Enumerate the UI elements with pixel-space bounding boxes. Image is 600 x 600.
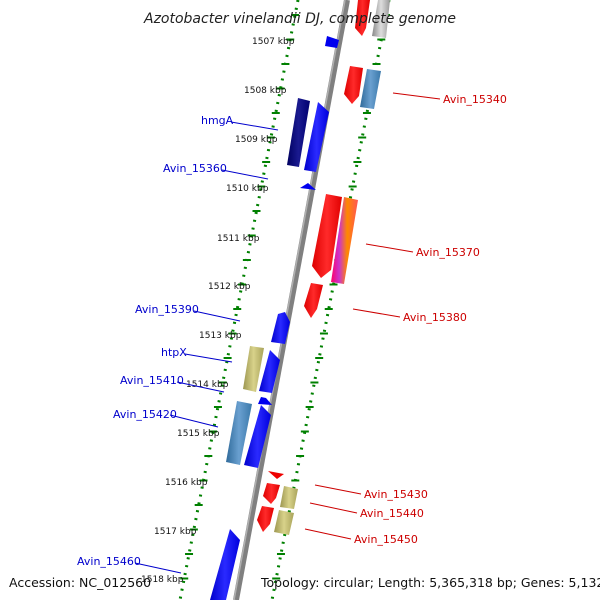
gene-label[interactable]: Avin_15340 <box>443 93 507 106</box>
gene-arrow-red-top[interactable] <box>355 0 370 36</box>
kbp-label: 1517 kbp <box>154 527 197 537</box>
left-gene-label-texts: hmgA Avin_15360 Avin_15390 htpX Avin_154… <box>77 114 234 568</box>
genome-axis <box>233 0 350 600</box>
gene-arrow-grey-top[interactable] <box>372 0 390 38</box>
kbp-label: 1507 kbp <box>252 37 295 47</box>
kbp-label: 1514 kbp <box>186 380 229 390</box>
gene-label[interactable]: Avin_15430 <box>364 488 428 501</box>
gene-arrow-multicolor[interactable] <box>331 197 358 284</box>
kbp-label: 1516 kbp <box>165 478 208 488</box>
gene-arrow-navy[interactable] <box>287 98 310 167</box>
map-title: Azotobacter vinelandii DJ, complete geno… <box>143 11 456 27</box>
leader-line <box>221 169 269 180</box>
gene-label[interactable]: Avin_15380 <box>403 311 467 324</box>
gene-label[interactable]: hmgA <box>201 114 234 127</box>
gene-arrow-avin15450[interactable] <box>274 510 294 535</box>
gene-label[interactable]: Avin_15390 <box>135 303 199 316</box>
gene-arrow-avin15410[interactable] <box>259 350 280 393</box>
gene-arrow-small[interactable] <box>300 183 316 190</box>
kbp-label: 1512 kbp <box>208 282 251 292</box>
leader-line <box>169 414 219 428</box>
gene-arrow-steel[interactable] <box>226 401 252 465</box>
kbp-label: 1509 kbp <box>235 135 278 145</box>
leader-line <box>134 562 182 574</box>
gene-label[interactable]: Avin_15370 <box>416 246 480 259</box>
kbp-labels: 1507 kbp 1508 kbp 1509 kbp 1510 kbp 1511… <box>141 37 295 585</box>
genes-right-strand <box>257 0 390 535</box>
gene-arrow-hmgA[interactable] <box>304 102 329 172</box>
topology-text: Topology: circular; Length: 5,365,318 bp… <box>260 575 600 590</box>
gene-arrow-htpx[interactable] <box>243 346 264 392</box>
gene-arrow[interactable] <box>325 36 339 48</box>
gene-arrow-avin15340-red[interactable] <box>344 66 363 104</box>
leader-line <box>304 528 352 540</box>
genes-left-strand <box>210 36 339 600</box>
gene-label[interactable]: htpX <box>161 346 187 359</box>
leader-line <box>184 353 233 363</box>
leader-line <box>392 92 441 100</box>
gene-arrow-avin15370[interactable] <box>312 194 342 278</box>
gene-label[interactable]: Avin_15420 <box>113 408 177 421</box>
gene-arrow-avin15430-khaki[interactable] <box>280 486 298 509</box>
leader-line <box>309 502 358 514</box>
leader-line <box>230 121 279 131</box>
genome-axis-highlight <box>233 0 346 600</box>
leader-line <box>314 484 362 495</box>
gene-arrow-avin15420[interactable] <box>244 405 271 468</box>
right-dotted-track <box>270 0 391 600</box>
leader-line <box>352 308 401 318</box>
gene-arrow-small-red[interactable] <box>268 471 284 479</box>
gene-label[interactable]: Avin_15440 <box>360 507 424 520</box>
gene-arrow-avin15380[interactable] <box>304 283 323 318</box>
kbp-label: 1508 kbp <box>244 86 287 96</box>
leader-line <box>193 310 241 322</box>
gene-label[interactable]: Avin_15460 <box>77 555 141 568</box>
kbp-label: 1511 kbp <box>217 234 260 244</box>
right-gene-labels <box>304 92 441 540</box>
gene-arrow-avin15440[interactable] <box>257 506 274 532</box>
right-gene-label-texts: Avin_15340 Avin_15370 Avin_15380 Avin_15… <box>354 93 507 546</box>
gene-arrow-avin15430-red[interactable] <box>263 483 280 504</box>
left-gene-labels <box>134 121 279 574</box>
gene-label[interactable]: Avin_15360 <box>163 162 227 175</box>
gene-label[interactable]: Avin_15410 <box>120 374 184 387</box>
kbp-label: 1518 kbp <box>141 575 184 585</box>
kbp-label: 1513 kbp <box>199 331 242 341</box>
gene-label[interactable]: Avin_15450 <box>354 533 418 546</box>
accession-text: Accession: NC_012560 <box>9 575 151 590</box>
leader-line <box>365 243 414 253</box>
kbp-label: 1515 kbp <box>177 429 220 439</box>
kbp-label: 1510 kbp <box>226 184 269 194</box>
gene-arrow-avin15460[interactable] <box>210 529 240 600</box>
gene-arrow-small-2[interactable] <box>258 397 272 405</box>
leader-line <box>176 381 225 393</box>
left-dotted-track <box>178 0 300 600</box>
gene-arrow-avin15390[interactable] <box>271 312 290 344</box>
tick-marks <box>180 14 391 580</box>
gene-arrow-avin15340-steel[interactable] <box>360 69 381 109</box>
